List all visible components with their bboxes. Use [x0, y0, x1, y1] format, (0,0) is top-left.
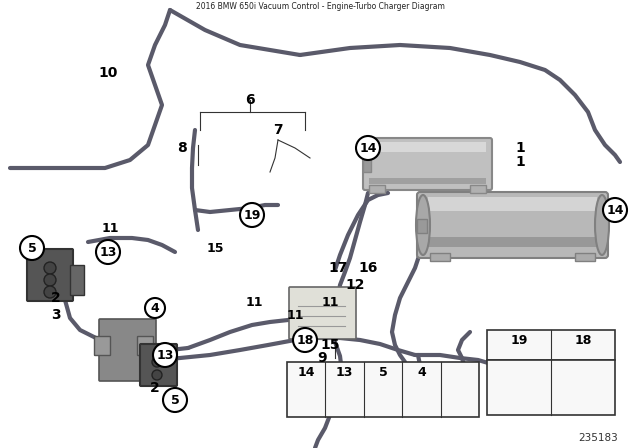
Text: 11: 11 [245, 296, 263, 309]
Circle shape [293, 328, 317, 352]
Text: 3: 3 [51, 308, 61, 322]
Bar [430, 253, 450, 261]
Bar [470, 185, 486, 193]
Text: 14: 14 [359, 142, 377, 155]
Text: 13: 13 [336, 366, 353, 379]
Text: 2: 2 [51, 291, 61, 305]
Text: 5: 5 [28, 241, 36, 254]
Text: 4: 4 [150, 302, 159, 314]
Bar [369, 142, 486, 152]
Text: 13: 13 [156, 349, 173, 362]
Text: 17: 17 [328, 261, 348, 275]
Circle shape [44, 262, 56, 274]
Bar [487, 360, 615, 415]
Text: 15: 15 [206, 241, 224, 254]
FancyBboxPatch shape [363, 138, 492, 190]
Text: 235183: 235183 [579, 433, 618, 443]
Bar [369, 178, 486, 184]
Text: 1: 1 [515, 155, 525, 169]
Circle shape [356, 136, 380, 160]
Circle shape [163, 388, 187, 412]
Text: 2016 BMW 650i Vacuum Control - Engine-Turbo Charger Diagram: 2016 BMW 650i Vacuum Control - Engine-Tu… [196, 2, 444, 11]
Text: 14: 14 [606, 203, 624, 216]
Circle shape [152, 357, 162, 367]
Circle shape [153, 343, 177, 367]
Text: 18: 18 [574, 333, 592, 346]
Text: 1: 1 [515, 141, 525, 155]
Text: 13: 13 [99, 246, 116, 258]
Circle shape [603, 198, 627, 222]
FancyBboxPatch shape [138, 336, 154, 356]
Ellipse shape [595, 195, 609, 255]
Text: 12: 12 [345, 278, 365, 292]
Text: 8: 8 [177, 141, 187, 155]
Text: 2: 2 [150, 381, 160, 395]
Bar [428, 237, 597, 247]
Circle shape [96, 240, 120, 264]
FancyBboxPatch shape [140, 344, 177, 386]
FancyBboxPatch shape [417, 192, 608, 258]
Circle shape [152, 370, 162, 380]
Ellipse shape [416, 195, 430, 255]
Text: 15: 15 [320, 338, 340, 352]
Text: 5: 5 [171, 393, 179, 406]
Bar [287, 362, 479, 417]
Text: 4: 4 [417, 366, 426, 379]
FancyBboxPatch shape [95, 336, 111, 356]
Text: 10: 10 [99, 66, 118, 80]
Text: 9: 9 [317, 351, 327, 365]
Circle shape [240, 203, 264, 227]
Text: 11: 11 [321, 296, 339, 309]
Text: 6: 6 [245, 93, 255, 107]
Bar [363, 160, 371, 172]
Bar [70, 265, 84, 295]
Text: 11: 11 [286, 309, 304, 322]
Circle shape [20, 236, 44, 260]
FancyBboxPatch shape [27, 249, 73, 301]
Bar [487, 330, 615, 360]
Bar [417, 219, 427, 233]
Text: 14: 14 [298, 366, 315, 379]
Text: 5: 5 [379, 366, 387, 379]
Text: 7: 7 [273, 123, 283, 137]
Circle shape [44, 286, 56, 298]
Bar [369, 185, 385, 193]
Circle shape [145, 298, 165, 318]
FancyBboxPatch shape [99, 319, 156, 381]
Text: 11: 11 [101, 221, 119, 234]
Bar [575, 253, 595, 261]
Text: 19: 19 [510, 333, 528, 346]
FancyBboxPatch shape [289, 287, 356, 339]
Text: 19: 19 [243, 208, 260, 221]
Bar [428, 197, 597, 211]
Text: 16: 16 [358, 261, 378, 275]
Text: 18: 18 [296, 333, 314, 346]
Circle shape [44, 274, 56, 286]
